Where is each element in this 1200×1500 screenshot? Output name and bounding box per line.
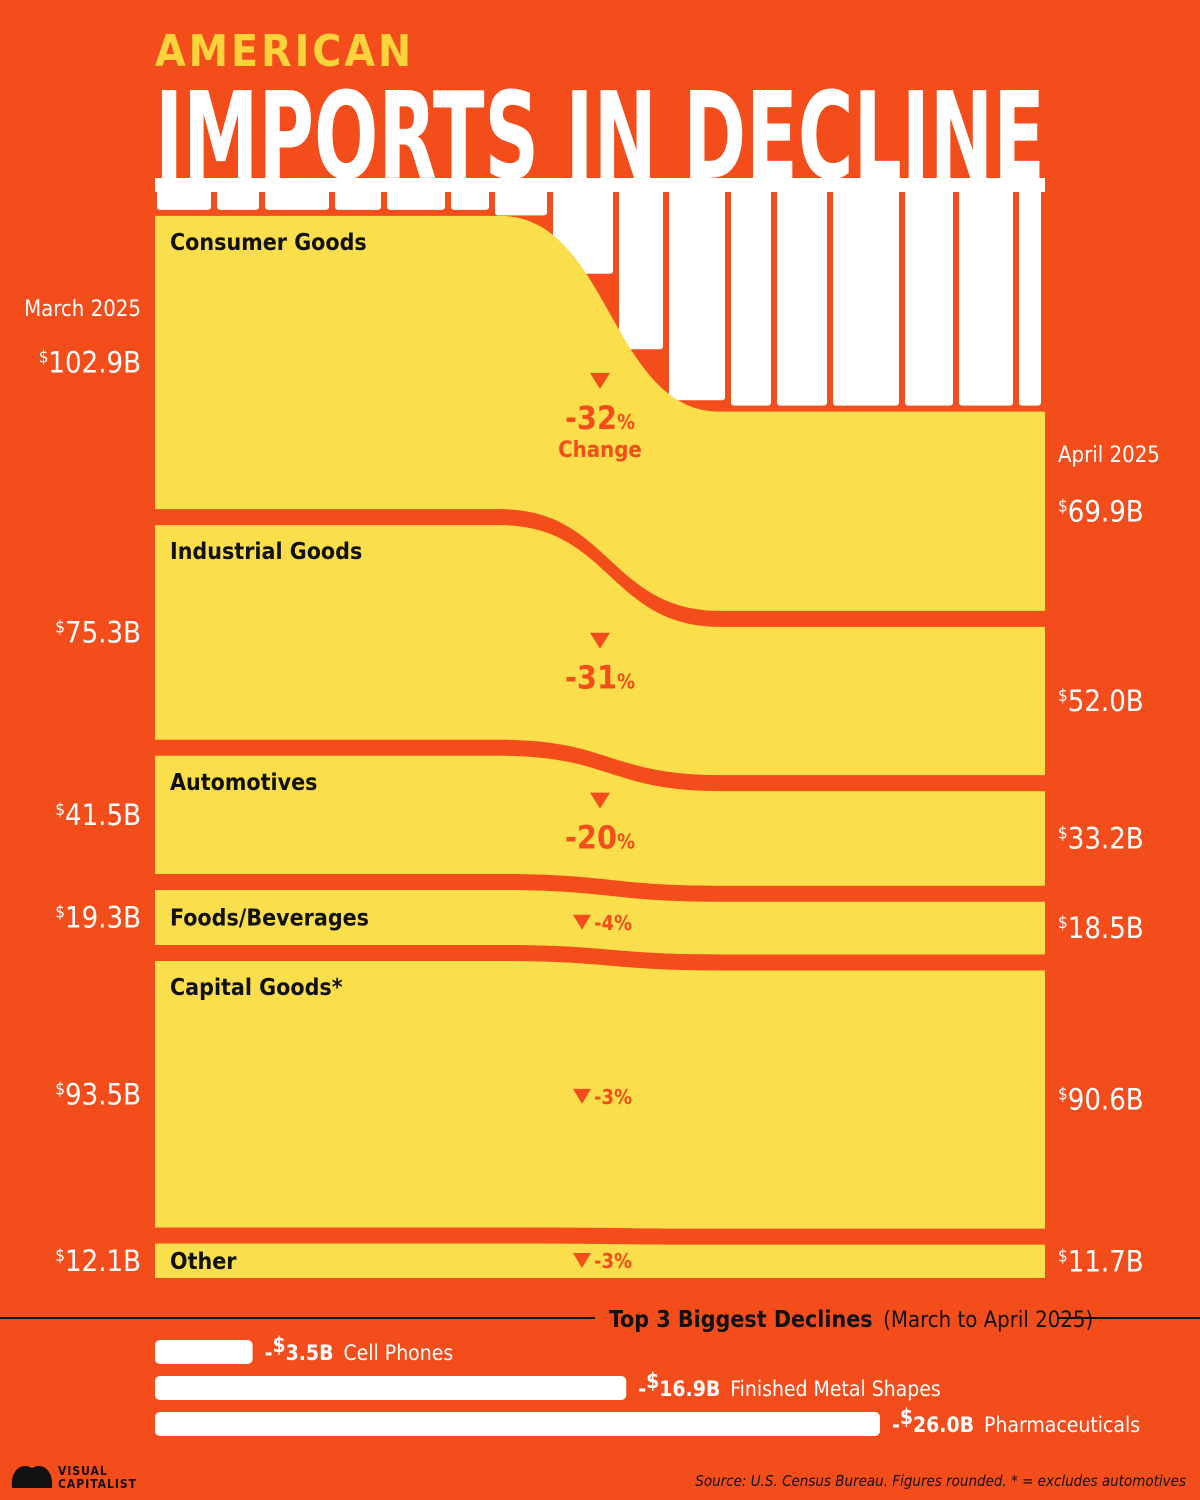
change-pct: -4% [594,911,632,935]
declines-title: Top 3 Biggest Declines [609,1307,873,1333]
category-label: Consumer Goods [170,230,367,256]
change-pct: -32% [565,399,635,437]
declines-bars: -$3.5B Cell Phones -$16.9B Finished Metal S… [155,1333,1140,1437]
down-triangle-icon [573,1253,591,1269]
category-label: Industrial Goods [170,539,362,565]
title-drip [451,185,489,210]
title-drip [619,185,663,350]
change-label: Change [558,438,642,463]
band-other [155,1243,1045,1278]
title-drip [669,185,725,401]
category-label: Capital Goods* [170,975,343,1001]
title-drip [777,185,827,406]
period-start-label: March 2025 [24,297,141,322]
period-end-label: April 2025 [1058,443,1160,468]
title-drip [157,185,211,210]
decline-label: -$16.9B Finished Metal Shapes [638,1369,940,1401]
decline-bar-pharmaceuticals [155,1412,880,1436]
title-drip [833,185,899,406]
start-value: $19.3B [55,901,141,935]
change-pct: -20% [565,819,635,857]
start-value: $102.9B [39,346,141,380]
category-label: Automotives [170,770,317,796]
logo-line2: CAPITALIST [58,1477,137,1491]
decline-label: -$26.0B Pharmaceuticals [892,1405,1140,1437]
band-industrial-goods [155,525,1045,776]
change-pct: -3% [594,1085,632,1109]
title-drip [217,185,259,210]
title-drip [335,185,381,210]
title-drip [1019,185,1041,406]
end-value: $69.9B [1058,494,1144,528]
category-label: Other [170,1249,237,1275]
start-value: $93.5B [55,1077,141,1111]
change-pct: -3% [594,1249,632,1273]
source-note: Source: U.S. Census Bureau. Figures roun… [695,1472,1186,1490]
band-capital-goods [155,961,1045,1229]
band-foods-beverages [155,890,1045,955]
stream-bands [155,215,1045,1278]
title-drip [265,185,329,210]
down-triangle-icon [590,792,610,809]
end-value: $90.6B [1058,1083,1144,1117]
band-automotives [155,755,1045,886]
down-triangle-icon [590,632,610,649]
stream-labels: Consumer Goods $102.9B $69.9B -32%Change Ind… [39,230,1144,1278]
title-drip [905,185,953,406]
start-value: $12.1B [55,1244,141,1278]
decline-bar-cell-phones [155,1340,253,1364]
decline-bar-finished-metal-shapes [155,1376,627,1400]
down-triangle-icon [573,914,591,930]
vc-logo: VISUAL CAPITALIST [11,1464,137,1491]
title-drip [959,185,1013,406]
title-kicker: AMERICAN [155,26,414,77]
end-value: $52.0B [1058,684,1144,718]
decline-label: -$3.5B Cell Phones [265,1333,454,1365]
change-pct: -31% [565,659,635,697]
end-value: $33.2B [1058,821,1144,855]
title-drip [731,185,771,406]
vc-logo-icon [11,1466,53,1488]
title-drips [155,178,1045,406]
title-drip [495,185,547,216]
end-value: $18.5B [1058,911,1144,945]
band-consumer-goods [155,215,1045,611]
down-triangle-icon [590,372,610,389]
end-value: $11.7B [1058,1244,1144,1278]
start-value: $75.3B [55,615,141,649]
declines-heading: Top 3 Biggest Declines (March to April 2… [609,1307,1093,1333]
title-drip [387,185,445,210]
logo-line1: VISUAL [58,1464,108,1478]
category-label: Foods/Beverages [170,906,369,932]
down-triangle-icon [573,1088,591,1104]
declines-subtitle: (March to April 2025) [883,1308,1093,1333]
start-value: $41.5B [55,798,141,832]
